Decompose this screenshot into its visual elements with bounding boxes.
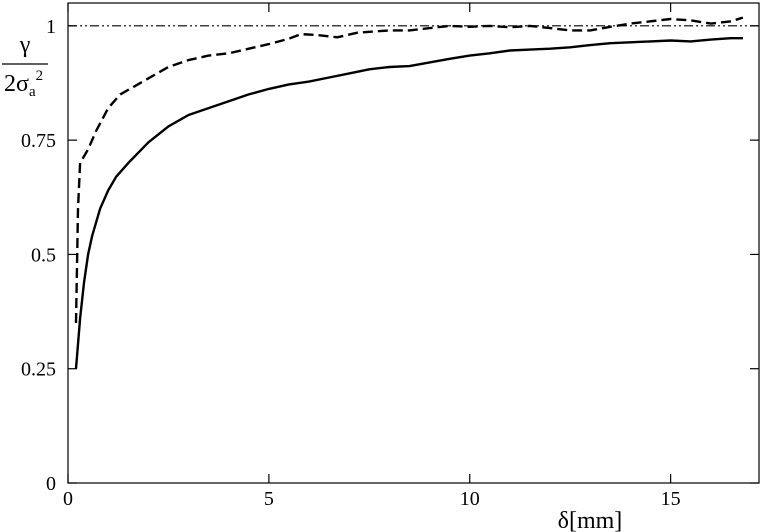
axis-ticks bbox=[67, 3, 759, 484]
y-axis-label-numerator: γ bbox=[19, 32, 31, 58]
x-tick-label: 5 bbox=[264, 488, 274, 510]
x-tick-label: 0 bbox=[63, 488, 73, 510]
plot-frame bbox=[67, 2, 760, 484]
tick-labels: 0 5 10 15 0 0.25 0.5 0.75 1 bbox=[21, 16, 681, 510]
y-axis-label-subscript: a bbox=[29, 84, 36, 100]
y-tick-label: 1 bbox=[46, 16, 56, 38]
solid-series-line bbox=[74, 37, 743, 369]
y-axis-label-denominator: 2σa2 bbox=[4, 68, 43, 100]
dashed-series-line bbox=[74, 16, 744, 324]
data-curves bbox=[68, 16, 759, 369]
y-tick-label: 0.25 bbox=[21, 359, 56, 381]
y-tick-label: 0.5 bbox=[31, 244, 56, 266]
x-axis-label: δ[mm] bbox=[558, 508, 623, 532]
y-axis-label-superscript: 2 bbox=[36, 68, 44, 84]
y-tick-label: 0 bbox=[46, 473, 56, 495]
y-axis-label-denominator-prefix: 2σ bbox=[4, 71, 29, 97]
y-axis-label: γ 2σa2 bbox=[2, 32, 48, 100]
x-tick-label: 10 bbox=[460, 488, 480, 510]
x-tick-label: 15 bbox=[661, 488, 681, 510]
y-tick-label: 0.75 bbox=[21, 130, 56, 152]
